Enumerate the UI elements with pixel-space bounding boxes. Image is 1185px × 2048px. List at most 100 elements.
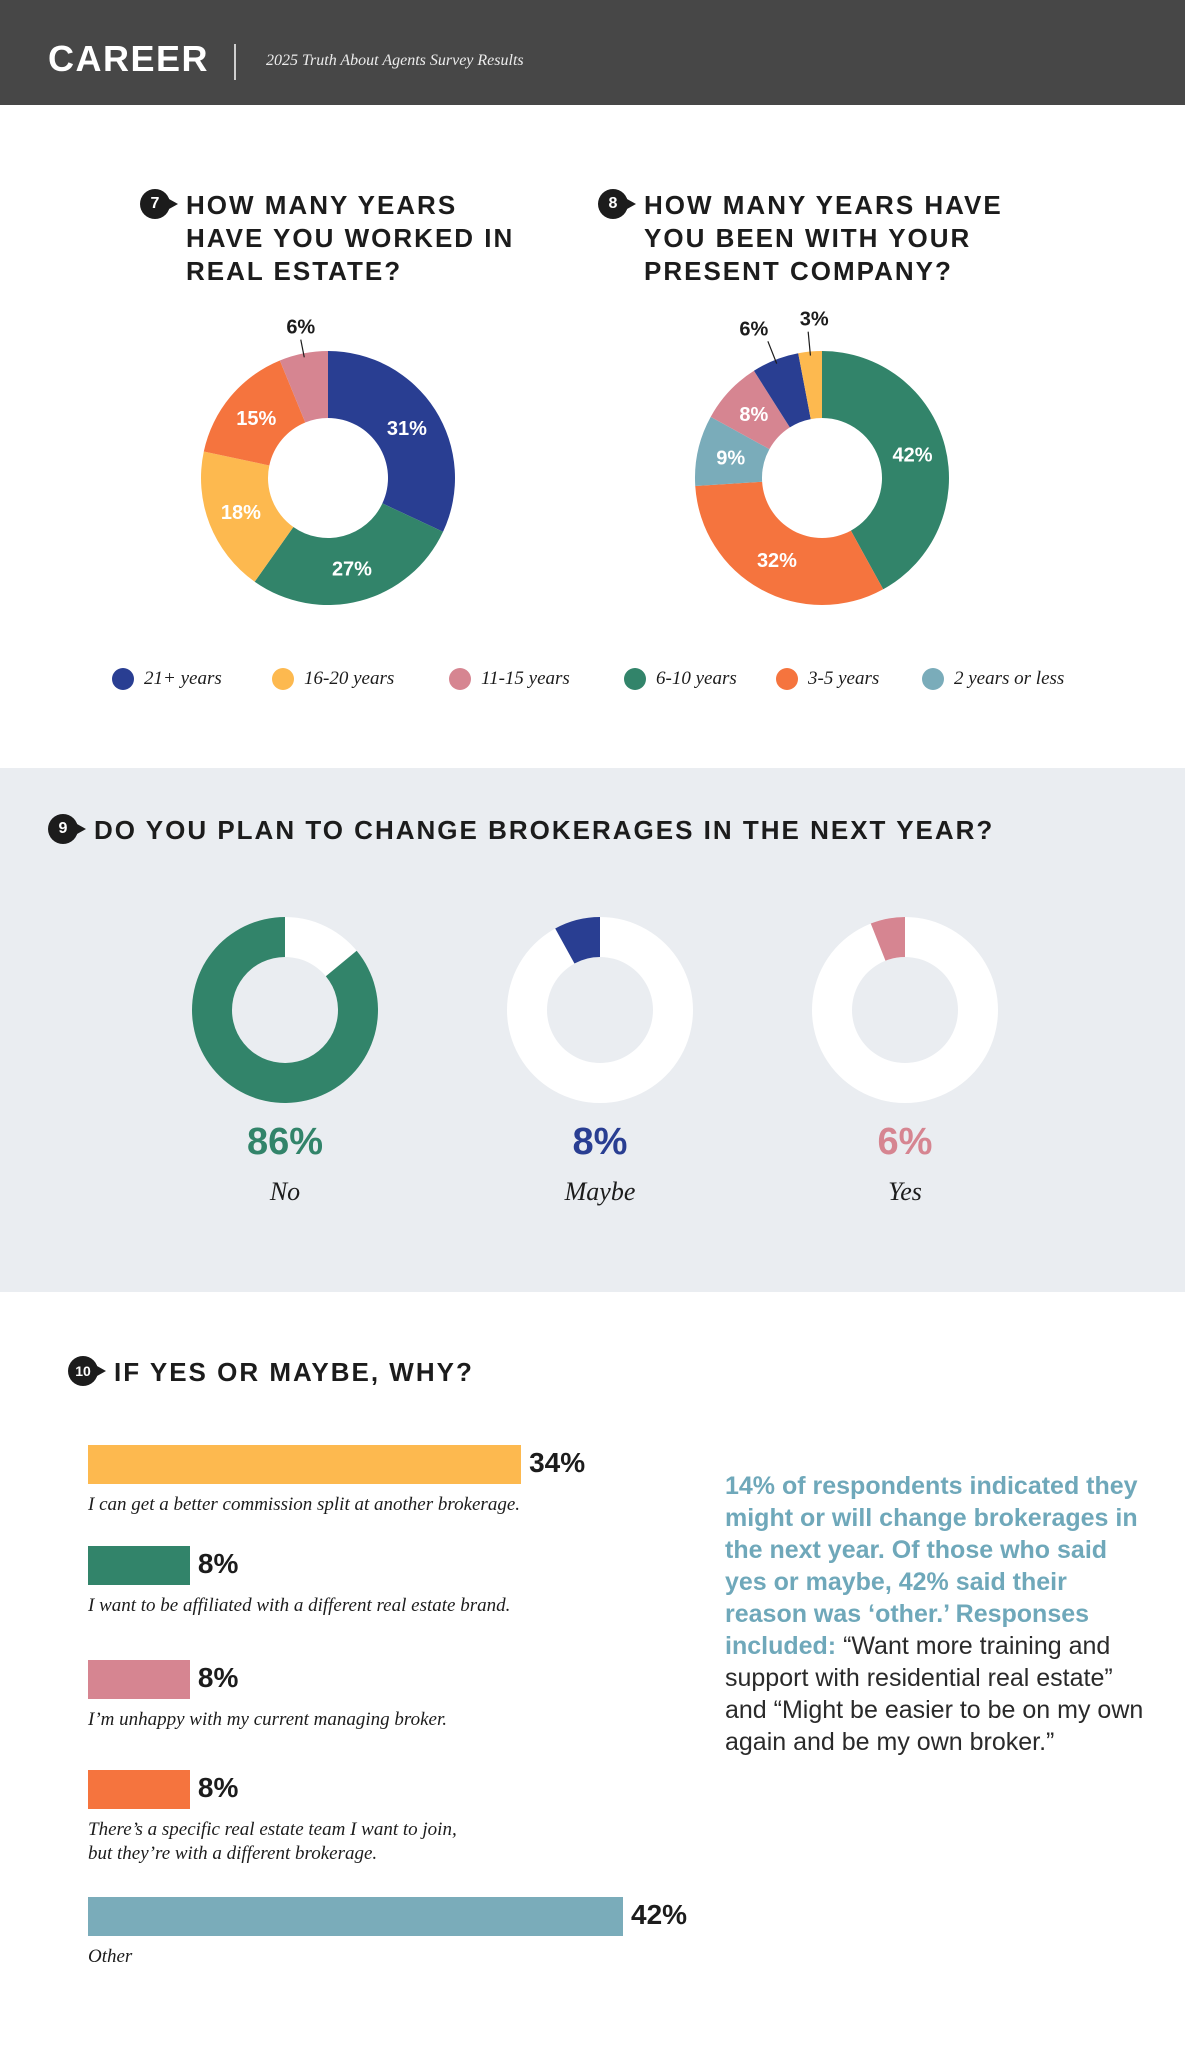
q7-heading: 7 How many years have you worked in real… [140,189,540,288]
q8-label-21-years: 6% [739,318,768,340]
legend-label: 6-10 years [656,668,737,689]
q7-slice-11-15-years [279,351,328,423]
legend-swatch [112,668,134,690]
q8-label-6-10-years: 42% [893,445,933,467]
q9-value-yes: 6% [877,1121,933,1163]
q7-slice-6-10-years [254,503,444,605]
legend-item-11-15-years: 11-15 years [449,668,570,690]
q8-slice-11-15-years [710,370,790,450]
legend-label: 11-15 years [481,668,570,689]
q7-slice-3-5-years [203,360,306,466]
q8-slice-6-10-years [822,351,949,590]
q7-title: How many years have you worked in real e… [186,190,515,286]
q8-heading: 8 How many years have you been with your… [598,189,1058,288]
q10-bar-caption-4: There’s a specific real estate team I wa… [88,1818,457,1866]
caption-line: but they’re with a different brokerage. [88,1843,378,1864]
page-header: CAREER 2025 Truth About Agents Survey Re… [0,0,1185,105]
legend: 21+ years 16-20 years 11-15 years 6-10 year… [112,668,1112,698]
q8-label-2-years-or-less: 9% [716,448,745,470]
q10-bar-caption-5: Other [88,1945,132,1969]
q9-title: Do you plan to change brokerages in the … [94,815,995,845]
q8-donut-chart: 42% 32% 9% 8% 6% 3% [695,309,949,605]
q8-label-3-5-years: 32% [757,550,797,572]
legend-swatch [624,668,646,690]
q10-bar-value-4: 8% [197,1772,239,1803]
q10-bar-caption-2: I want to be affiliated with a different… [88,1594,510,1618]
q7-leader-11-15-years [300,339,305,358]
q7-label-21-years: 31% [387,418,427,440]
q7-label-3-5-years: 15% [236,408,276,430]
legend-swatch [272,668,294,690]
q10-bar-caption-1: I can get a better commission split at a… [88,1493,520,1517]
legend-swatch [776,668,798,690]
q9-ring-fill-no [192,917,378,1103]
q10-bar-1 [88,1445,522,1484]
q8-title: How many years have you been with your p… [644,190,1003,286]
q10-number-badge: 10 [68,1356,106,1386]
q10-note: 14% of respondents indicated they might … [725,1470,1145,1758]
q9-label-maybe: Maybe [564,1177,636,1206]
q7-label-11-15-years: 6% [286,317,315,339]
q9-ring-fill-maybe [555,917,600,964]
q9-ring-no [192,917,379,1103]
survey-subtitle: 2025 Truth About Agents Survey Results [266,52,524,69]
q9-ring-fill-yes [870,917,905,961]
legend-item-16-20-years: 16-20 years [272,668,394,690]
q9-label-yes: Yes [888,1177,922,1206]
caption-line: Other [88,1946,133,1967]
q7-label-6-10-years: 27% [332,558,372,580]
q9-label-no: No [269,1177,301,1206]
q8-slice-16-20-years [798,351,822,420]
q10-bar-2 [88,1546,190,1585]
q10-title: If yes or maybe, why? [114,1357,474,1387]
q10-bar-caption-3: I’m unhappy with my current managing bro… [88,1708,447,1732]
q8-label-16-20-years: 3% [800,309,829,331]
q10-heading: 10 If yes or maybe, why? [68,1356,868,1389]
q8-label-11-15-years: 8% [739,404,768,426]
q10-bar-value-3: 8% [197,1662,239,1693]
q7-donut-chart: 31% 27% 18% 15% 6% [200,317,455,605]
legend-label: 2 years or less [954,668,1065,689]
q9-ring-track [812,917,999,1103]
q8-leader-21-years [767,341,778,364]
q10-bar-5 [88,1897,623,1936]
caption-line: I want to be affiliated with a different… [88,1595,511,1616]
q8-leader-16-20-years [807,331,812,356]
q9-number-badge: 9 [48,814,86,844]
q10-bar-4 [88,1770,190,1809]
legend-swatch [449,668,471,690]
q8-slice-3-5-years [695,481,884,605]
header-divider [234,44,236,80]
q9-heading: 9 Do you plan to change brokerages in th… [48,814,1168,847]
legend-label: 3-5 years [808,668,880,689]
q7-number-badge: 7 [140,189,178,219]
note-highlight: 14% of respondents indicated they might … [725,1472,1138,1660]
legend-item-2-years-or-less: 2 years or less [922,668,1064,690]
q8-number-badge: 8 [598,189,636,219]
q9-ring-yes [812,917,999,1103]
legend-label: 21+ years [144,668,222,689]
q9-value-no: 86% [246,1121,324,1163]
q10-bar-3 [88,1660,190,1699]
note-quote: “Want more training and support with res… [725,1632,1144,1756]
legend-swatch [922,668,944,690]
q9-value-maybe: 8% [572,1121,628,1163]
legend-label: 16-20 years [304,668,395,689]
q10-bar-value-5: 42% [631,1899,688,1930]
legend-item-21-years: 21+ years [112,668,222,690]
q7-slice-21-years [328,351,455,532]
q10-bar-value-2: 8% [197,1548,239,1579]
q8-slice-2-years-or-less [695,416,770,486]
q7-label-16-20-years: 18% [221,502,261,524]
q8-slice-21-years [753,353,811,428]
legend-item-3-5-years: 3-5 years [776,668,879,690]
q9-ring-track [507,917,694,1103]
caption-line: There’s a specific real estate team I wa… [88,1819,457,1840]
section-title: CAREER [48,38,210,79]
q10-bar-value-1: 34% [529,1447,586,1478]
caption-line: I can get a better commission split at a… [88,1494,521,1515]
q9-ring-maybe [507,917,694,1103]
legend-item-6-10-years: 6-10 years [624,668,737,690]
q7-slice-16-20-years [200,451,294,582]
caption-line: I’m unhappy with my current managing bro… [88,1709,448,1730]
